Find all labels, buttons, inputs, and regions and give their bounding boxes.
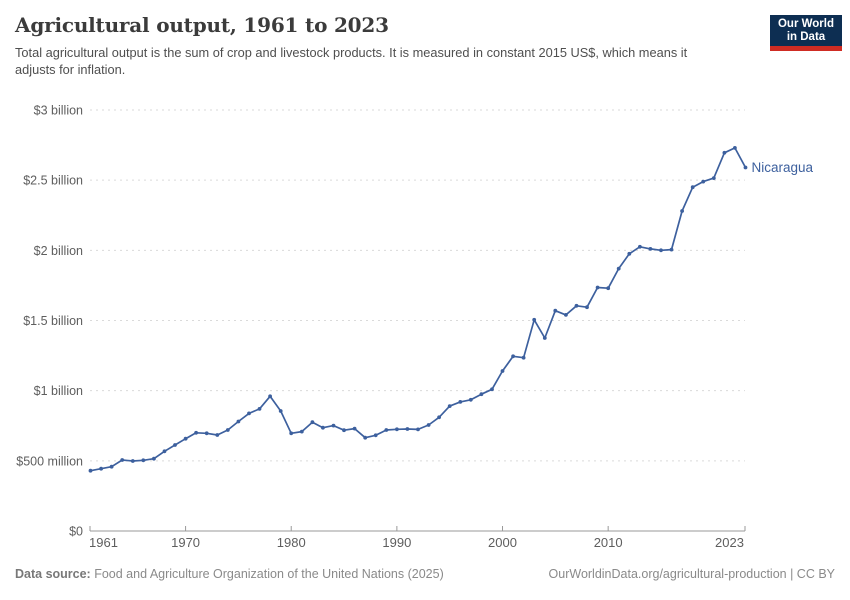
owid-logo-box: Our World in Data [770, 15, 842, 46]
y-axis-tick-label: $2 billion [34, 244, 83, 258]
data-point[interactable] [162, 449, 167, 454]
data-point[interactable] [120, 458, 125, 462]
chart-footer: Data source: Food and Agriculture Organi… [15, 567, 835, 581]
data-point[interactable] [648, 247, 653, 251]
y-axis-tick-label: $1.5 billion [23, 314, 83, 328]
data-point[interactable] [511, 354, 515, 359]
citation-link[interactable]: OurWorldinData.org/agricultural-producti… [548, 567, 835, 581]
data-point[interactable] [574, 303, 579, 308]
data-point[interactable] [553, 308, 558, 313]
data-point[interactable] [426, 423, 431, 427]
x-axis-tick-label: 2010 [594, 535, 623, 550]
data-point[interactable] [743, 165, 748, 170]
data-point[interactable] [141, 458, 146, 463]
owid-logo[interactable]: Our World in Data [770, 15, 842, 51]
data-point[interactable] [310, 420, 315, 425]
data-point[interactable] [247, 411, 251, 416]
chart-subtitle: Total agricultural output is the sum of … [15, 45, 688, 78]
data-source-text: Food and Agriculture Organization of the… [94, 567, 444, 581]
data-point[interactable] [416, 427, 420, 432]
data-point[interactable] [183, 436, 188, 441]
x-axis-tick-label: 1961 [89, 535, 118, 550]
data-source-label: Data source: [15, 567, 91, 581]
data-point[interactable] [606, 286, 611, 291]
data-point[interactable] [342, 428, 346, 433]
data-point[interactable] [595, 285, 600, 290]
data-point[interactable] [669, 247, 674, 252]
owid-logo-line1: Our World [777, 17, 834, 30]
chart-title: Agricultural output, 1961 to 2023 [15, 13, 389, 37]
data-point[interactable] [490, 387, 494, 392]
data-point[interactable] [384, 428, 389, 432]
data-point[interactable] [437, 415, 441, 420]
entity-label[interactable]: Nicaragua [752, 160, 814, 175]
data-point[interactable] [204, 431, 209, 436]
data-point[interactable] [500, 369, 505, 373]
x-axis-tick-label: 1970 [171, 535, 200, 550]
y-axis-tick-label: $1 billion [34, 384, 83, 398]
data-point[interactable] [521, 355, 526, 360]
data-point[interactable] [321, 425, 325, 430]
data-point[interactable] [225, 428, 230, 432]
data-point[interactable] [215, 433, 220, 437]
data-point[interactable] [542, 336, 547, 340]
data-point[interactable] [173, 443, 177, 447]
x-axis-tick-label: 1980 [277, 535, 306, 550]
y-axis-tick-label: $3 billion [34, 104, 83, 118]
data-point[interactable] [722, 150, 727, 155]
data-point[interactable] [458, 400, 463, 404]
data-point[interactable] [352, 426, 357, 431]
data-point[interactable] [395, 427, 399, 432]
data-point[interactable] [733, 146, 737, 150]
data-point[interactable] [405, 427, 410, 431]
data-point[interactable] [627, 251, 632, 256]
data-point[interactable] [289, 431, 294, 436]
data-point[interactable] [373, 433, 378, 438]
data-point[interactable] [109, 464, 114, 469]
data-point[interactable] [278, 409, 283, 413]
data-point[interactable] [99, 466, 103, 471]
owid-logo-red-bar [770, 46, 842, 51]
data-point[interactable] [194, 430, 199, 435]
data-point[interactable] [299, 429, 304, 434]
data-point[interactable] [532, 317, 537, 322]
data-point[interactable] [331, 423, 336, 428]
y-axis-tick-label: $0 [69, 525, 83, 539]
data-series-line[interactable] [89, 147, 747, 472]
data-point[interactable] [690, 185, 695, 190]
data-point[interactable] [479, 392, 484, 397]
data-point[interactable] [236, 419, 241, 424]
y-axis-tick-label: $2.5 billion [23, 174, 83, 188]
data-point[interactable] [130, 459, 135, 463]
data-point[interactable] [152, 456, 156, 461]
data-point[interactable] [468, 397, 473, 402]
x-axis-tick-label: 2000 [488, 535, 517, 550]
y-axis-tick-label: $500 million [16, 454, 83, 468]
data-point[interactable] [711, 176, 716, 181]
x-axis-tick-label: 1990 [382, 535, 411, 550]
data-point[interactable] [363, 435, 368, 440]
data-point[interactable] [638, 244, 642, 249]
x-axis-tick-label: 2023 [715, 535, 744, 550]
data-point[interactable] [659, 248, 663, 253]
data-point[interactable] [564, 313, 568, 317]
owid-logo-line2: in Data [786, 30, 826, 43]
data-point[interactable] [701, 179, 706, 184]
data-point[interactable] [88, 468, 93, 473]
data-point[interactable] [616, 266, 621, 271]
data-point[interactable] [257, 407, 262, 411]
data-point[interactable] [680, 209, 684, 213]
data-source-note: Data source: Food and Agriculture Organi… [15, 567, 444, 581]
data-point[interactable] [447, 404, 452, 408]
chart-header: Agricultural output, 1961 to 2023 Total … [15, 13, 835, 78]
data-point[interactable] [268, 394, 272, 399]
data-point[interactable] [585, 305, 589, 310]
